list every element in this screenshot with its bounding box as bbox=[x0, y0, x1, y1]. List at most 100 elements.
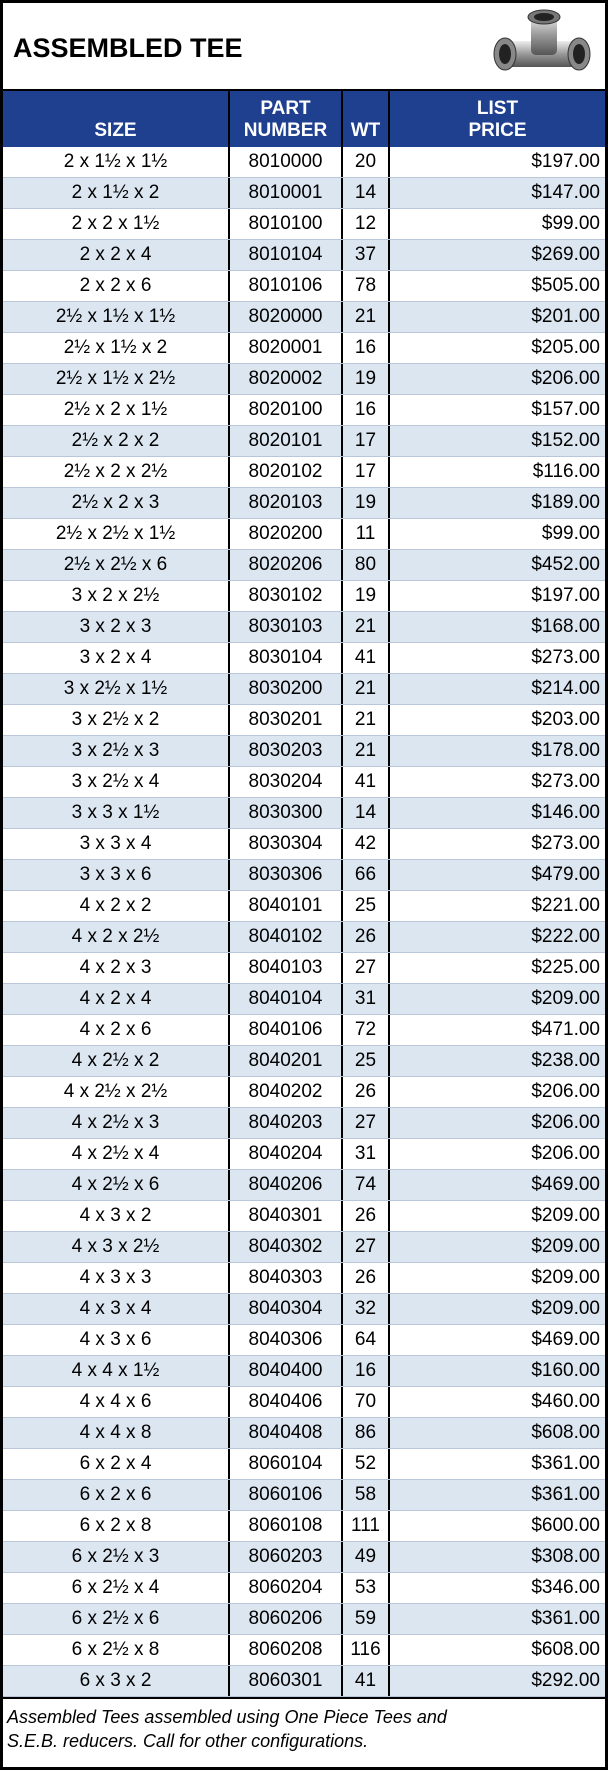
weight: 27 bbox=[343, 1108, 390, 1138]
part-number: 8030304 bbox=[230, 829, 343, 859]
weight: 26 bbox=[343, 922, 390, 952]
part-number: 8020100 bbox=[230, 395, 343, 425]
part-number: 8040102 bbox=[230, 922, 343, 952]
list-price: $308.00 bbox=[390, 1542, 605, 1572]
part-number: 8020101 bbox=[230, 426, 343, 456]
part-number: 8020000 bbox=[230, 302, 343, 332]
list-price: $146.00 bbox=[390, 798, 605, 828]
weight: 11 bbox=[343, 519, 390, 549]
header-text: SIZE bbox=[3, 120, 228, 142]
weight: 12 bbox=[343, 209, 390, 239]
list-price: $205.00 bbox=[390, 333, 605, 363]
list-price: $471.00 bbox=[390, 1015, 605, 1045]
part-number: 8020002 bbox=[230, 364, 343, 394]
weight: 19 bbox=[343, 488, 390, 518]
part-number: 8030103 bbox=[230, 612, 343, 642]
size: 2½ x 2 x 1½ bbox=[3, 395, 230, 425]
weight: 41 bbox=[343, 1666, 390, 1696]
list-price: $206.00 bbox=[390, 1139, 605, 1169]
size: 4 x 2½ x 4 bbox=[3, 1139, 230, 1169]
list-price: $209.00 bbox=[390, 1232, 605, 1262]
size: 4 x 2 x 3 bbox=[3, 953, 230, 983]
weight: 27 bbox=[343, 953, 390, 983]
part-number: 8010000 bbox=[230, 147, 343, 177]
list-price: $292.00 bbox=[390, 1666, 605, 1696]
size: 3 x 2½ x 1½ bbox=[3, 674, 230, 704]
list-price: $608.00 bbox=[390, 1635, 605, 1665]
part-number: 8040202 bbox=[230, 1077, 343, 1107]
part-number: 8040101 bbox=[230, 891, 343, 921]
list-price: $469.00 bbox=[390, 1170, 605, 1200]
header-text: WT bbox=[343, 120, 388, 142]
size: 4 x 2 x 2 bbox=[3, 891, 230, 921]
size: 4 x 3 x 3 bbox=[3, 1263, 230, 1293]
list-price: $209.00 bbox=[390, 1263, 605, 1293]
size: 6 x 2½ x 6 bbox=[3, 1604, 230, 1634]
weight: 41 bbox=[343, 643, 390, 673]
header-text: PART bbox=[230, 98, 341, 120]
list-price: $361.00 bbox=[390, 1480, 605, 1510]
weight: 21 bbox=[343, 705, 390, 735]
list-price: $168.00 bbox=[390, 612, 605, 642]
size: 3 x 3 x 1½ bbox=[3, 798, 230, 828]
list-price: $214.00 bbox=[390, 674, 605, 704]
list-price: $505.00 bbox=[390, 271, 605, 301]
part-number: 8020200 bbox=[230, 519, 343, 549]
note-line: S.E.B. reducers. Call for other configur… bbox=[7, 1729, 601, 1753]
weight: 21 bbox=[343, 674, 390, 704]
list-price: $206.00 bbox=[390, 364, 605, 394]
weight: 16 bbox=[343, 1356, 390, 1386]
size: 3 x 2½ x 4 bbox=[3, 767, 230, 797]
size: 2 x 1½ x 1½ bbox=[3, 147, 230, 177]
part-number: 8010001 bbox=[230, 178, 343, 208]
weight: 31 bbox=[343, 984, 390, 1014]
size: 3 x 2½ x 2 bbox=[3, 705, 230, 735]
weight: 26 bbox=[343, 1077, 390, 1107]
list-price: $479.00 bbox=[390, 860, 605, 890]
size: 2½ x 2½ x 1½ bbox=[3, 519, 230, 549]
part-number: 8040306 bbox=[230, 1325, 343, 1355]
part-number: 8040304 bbox=[230, 1294, 343, 1324]
size: 2½ x 1½ x 2½ bbox=[3, 364, 230, 394]
weight: 25 bbox=[343, 891, 390, 921]
size: 2½ x 2½ x 6 bbox=[3, 550, 230, 580]
weight: 14 bbox=[343, 178, 390, 208]
weight: 21 bbox=[343, 302, 390, 332]
part-number: 8030306 bbox=[230, 860, 343, 890]
part-number: 8040400 bbox=[230, 1356, 343, 1386]
list-price: $225.00 bbox=[390, 953, 605, 983]
list-price: $116.00 bbox=[390, 457, 605, 487]
part-number: 8020103 bbox=[230, 488, 343, 518]
list-price: $201.00 bbox=[390, 302, 605, 332]
part-number: 8040204 bbox=[230, 1139, 343, 1169]
list-price: $221.00 bbox=[390, 891, 605, 921]
list-price: $99.00 bbox=[390, 519, 605, 549]
size: 4 x 4 x 6 bbox=[3, 1387, 230, 1417]
part-number: 8020001 bbox=[230, 333, 343, 363]
size: 6 x 2 x 6 bbox=[3, 1480, 230, 1510]
title-bar: ASSEMBLED TEE bbox=[3, 3, 605, 91]
list-price: $160.00 bbox=[390, 1356, 605, 1386]
size: 2½ x 2 x 2 bbox=[3, 426, 230, 456]
size: 6 x 2 x 8 bbox=[3, 1511, 230, 1541]
weight: 21 bbox=[343, 736, 390, 766]
